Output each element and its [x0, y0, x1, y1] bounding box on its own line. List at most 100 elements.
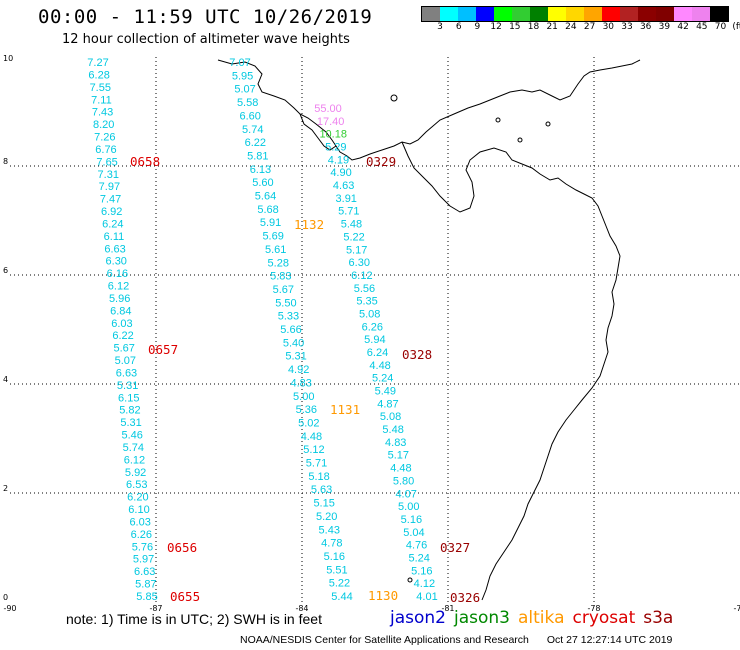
wave-height-value: 4.48 — [301, 431, 322, 443]
wave-height-value: 6.22 — [112, 330, 133, 342]
color-scale-tick: 9 — [474, 22, 481, 32]
lat-tick-label: 0 — [3, 593, 8, 602]
wave-height-value: 7.27 — [87, 57, 108, 69]
wave-height-value: 5.87 — [135, 579, 156, 591]
color-scale-tick: 39 — [658, 22, 671, 32]
color-swatch — [692, 7, 710, 21]
wave-height-value: 5.83 — [270, 271, 291, 283]
wave-height-value: 6.30 — [106, 256, 127, 268]
wave-height-value: 5.02 — [298, 417, 319, 429]
wave-height-value: 6.84 — [110, 305, 131, 317]
wave-height-value: 6.12 — [351, 270, 372, 282]
wave-height-value: 6.63 — [116, 367, 137, 379]
wave-height-value: 5.49 — [375, 386, 396, 398]
color-swatch — [422, 7, 440, 21]
wave-height-value: 5.15 — [313, 498, 334, 510]
wave-height-value: 5.17 — [346, 244, 367, 256]
coastline-central-america — [217, 59, 641, 161]
wave-height-value: 5.48 — [341, 219, 362, 231]
color-swatch — [674, 7, 692, 21]
legend-s3a: s3a — [643, 608, 674, 628]
wave-height-value: 5.31 — [117, 380, 138, 392]
wave-height-value: 4.19 — [328, 154, 349, 166]
wave-height-value: 6.24 — [102, 218, 123, 230]
wave-height-value: 7.43 — [92, 107, 113, 119]
wave-height-value: 4.12 — [414, 578, 435, 590]
wave-height-value: 3.91 — [336, 193, 357, 205]
wave-height-value: 6.13 — [250, 164, 271, 176]
wave-height-value: 6.24 — [367, 347, 388, 359]
color-scale-tick: 70 — [714, 22, 727, 32]
color-scale-tick: 18 — [527, 22, 540, 32]
color-scale-tick: 33 — [621, 22, 633, 32]
wave-height-value: 5.44 — [331, 591, 352, 603]
color-scale-tick: 12 — [490, 22, 502, 32]
wave-height-value: 4.78 — [321, 538, 342, 550]
wave-height-value: 5.28 — [268, 257, 289, 269]
coastline-gulf-of-panama — [401, 141, 621, 601]
wave-height-value: 5.46 — [121, 430, 142, 442]
island-small — [495, 117, 501, 123]
color-scale-tick: 6 — [455, 22, 462, 32]
wave-height-value: 5.60 — [252, 177, 273, 189]
wave-height-value: 5.22 — [329, 578, 350, 590]
wave-height-value: 6.76 — [95, 144, 116, 156]
wave-height-value: 5.64 — [255, 191, 276, 203]
wave-height-value: 5.63 — [311, 484, 332, 496]
pass-time-label: 0657 — [148, 342, 178, 357]
color-scale-tick: (ft) — [732, 22, 740, 32]
lon-tick-label: -90 — [3, 604, 16, 613]
wave-height-value: 6.30 — [349, 257, 370, 269]
color-swatch — [620, 7, 638, 21]
wave-height-value: 5.66 — [280, 324, 301, 336]
wave-height-value: 5.07 — [115, 355, 136, 367]
wave-height-value: 5.69 — [262, 231, 283, 243]
color-swatch — [530, 7, 548, 21]
wave-height-value: 5.58 — [237, 97, 258, 109]
wave-height-value: 6.15 — [118, 392, 139, 404]
color-scale-tick: 21 — [546, 22, 558, 32]
color-swatch — [494, 7, 512, 21]
color-swatch — [440, 7, 458, 21]
credit-line: NOAA/NESDIS Center for Satellite Applica… — [240, 634, 672, 646]
wave-height-value: 5.36 — [296, 404, 317, 416]
wave-height-value: 5.20 — [316, 511, 337, 523]
track-0655-0658: 7.276.287.557.117.438.207.266.767.657.31… — [87, 57, 157, 603]
wave-height-value: 5.29 — [325, 142, 346, 154]
wave-height-value: 5.00 — [293, 391, 314, 403]
wave-height-value: 6.60 — [239, 110, 260, 122]
wave-height-value: 5.12 — [303, 444, 324, 456]
color-scale-tick: 24 — [565, 22, 577, 32]
color-scale-tick: 27 — [583, 22, 596, 32]
legend-altika: altika — [518, 608, 565, 628]
wave-height-value: 5.08 — [359, 308, 380, 320]
satellite-legend: jason2 jason3 altika cryosat s3a — [390, 608, 681, 628]
wave-height-value: 5.81 — [247, 150, 268, 162]
wave-height-value: 4.48 — [390, 463, 411, 475]
wave-height-value: 5.43 — [319, 524, 340, 536]
wave-height-value: 7.07 — [229, 57, 250, 69]
wave-height-value: 5.22 — [343, 231, 364, 243]
wave-height-value: 7.11 — [91, 94, 112, 106]
lat-tick-label: 4 — [3, 375, 8, 384]
wave-height-value: 5.71 — [306, 458, 327, 470]
generated-timestamp: Oct 27 12:27:14 UTC 2019 — [546, 634, 673, 646]
pass-time-label: 1132 — [294, 217, 324, 232]
wave-height-value: 6.28 — [88, 69, 109, 81]
color-scale-tick: 42 — [677, 22, 689, 32]
wave-height-value: 5.16 — [401, 514, 422, 526]
pass-time-label: 0328 — [402, 347, 432, 362]
island-pearl — [517, 137, 523, 143]
wave-height-value: 5.74 — [242, 124, 263, 136]
wave-height-value: 5.96 — [109, 293, 130, 305]
wave-height-value: 4.83 — [385, 437, 406, 449]
wave-height-value: 6.20 — [127, 492, 148, 504]
wave-height-value: 5.04 — [403, 527, 424, 539]
color-scale-tick: 3 — [437, 22, 443, 32]
wave-height-value: 5.16 — [324, 551, 345, 563]
color-swatch — [512, 7, 530, 21]
color-swatch — [548, 7, 566, 21]
color-swatch — [476, 7, 494, 21]
lon-tick-label: -75 — [733, 604, 740, 613]
